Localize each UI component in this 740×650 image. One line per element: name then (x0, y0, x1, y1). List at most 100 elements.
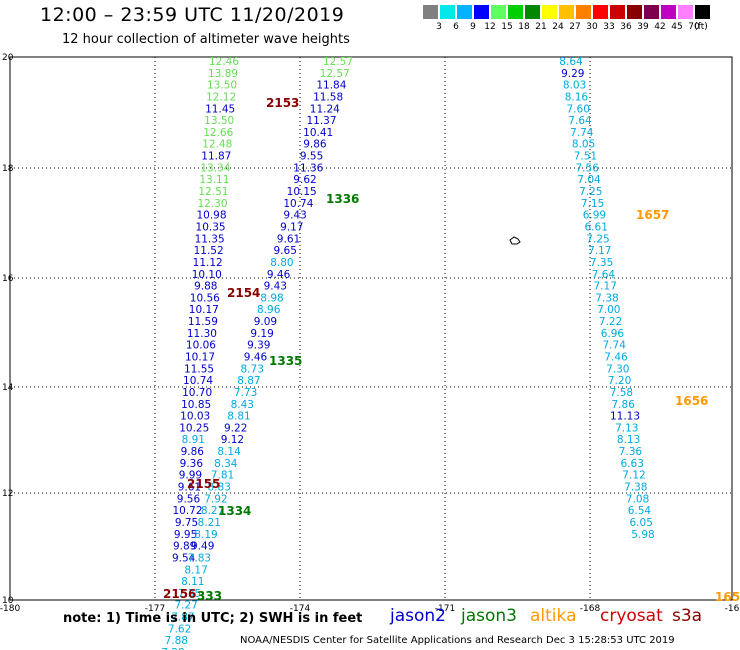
wave-height-value: 7.88 (165, 635, 188, 647)
wave-height-value: 10.72 (172, 505, 202, 517)
wave-height-value: 8.03 (563, 80, 586, 92)
wave-height-value: 8.80 (270, 257, 293, 269)
legend-swatch (610, 5, 625, 19)
wave-height-value: 9.55 (300, 151, 323, 163)
pass-time-label: 1657 (636, 208, 669, 222)
legend-swatch (440, 5, 455, 19)
wave-height-value: 8.64 (559, 56, 583, 68)
wave-height-value: 9.95 (174, 529, 197, 541)
wave-height-value: 10.17 (185, 352, 215, 364)
wave-height-value: 9.17 (280, 221, 303, 233)
wave-height-value: 11.36 (293, 162, 323, 174)
wave-height-value: 9.54 (172, 552, 196, 564)
lat-label: 18 (2, 164, 14, 174)
track-right: 8.649.298.038.167.607.647.748.057.517.56… (559, 56, 654, 541)
pass-time-label: 2155 (187, 477, 220, 491)
legend-unit: (ft) (694, 22, 708, 32)
map-title: 12:00 – 23:59 UTC 11/20/2019 (40, 4, 345, 26)
wave-height-value: 8.34 (214, 458, 238, 470)
wave-height-value: 9.09 (254, 316, 277, 328)
legend-swatch (644, 5, 659, 19)
island-shape (509, 236, 521, 245)
wave-height-value: 13.11 (199, 174, 229, 186)
wave-height-value: 7.27 (175, 600, 198, 612)
wave-height-value: 7.36 (619, 446, 643, 458)
wave-height-value: 12.46 (209, 56, 239, 68)
wave-height-value: 8.13 (617, 434, 640, 446)
legend-label: 21 (535, 22, 547, 32)
pass-time-label: 1656 (675, 394, 708, 408)
wave-height-value: 7.74 (603, 340, 627, 352)
wave-height-value: 7.92 (204, 493, 227, 505)
pass-time-label: 2154 (227, 286, 260, 300)
wave-height-value: 11.58 (313, 91, 343, 103)
wave-height-value: 8.91 (182, 434, 205, 446)
wave-height-value: 8.43 (231, 399, 254, 411)
wave-height-value: 9.75 (175, 517, 198, 529)
legend-label: 70 (688, 22, 700, 32)
wave-height-value: 11.37 (306, 115, 336, 127)
axis-labels: 20 18 16 14 12 10-180 -177 -174 -171 -168 -16 (0, 53, 740, 614)
wave-height-value: 10.35 (196, 221, 226, 233)
wave-height-value: 6.96 (601, 328, 625, 340)
legend-label: 45 (671, 22, 683, 32)
wave-height-value: 9.46 (267, 269, 291, 281)
wave-height-value: 8.96 (257, 304, 281, 316)
legend-swatch (491, 5, 506, 19)
wave-height-value: 11.30 (187, 328, 217, 340)
legend-swatch (508, 5, 523, 19)
altimeter-tracks: 12.4613.8913.5012.1211.4513.5012.6612.48… (161, 56, 654, 650)
wave-height-value: 9.99 (179, 470, 202, 482)
wave-height-value: 11.87 (201, 151, 231, 163)
wave-height-value: 10.06 (186, 340, 216, 352)
wave-height-value: 9.49 (191, 541, 214, 553)
wave-height-value: 12.30 (197, 198, 227, 210)
wave-height-value: 6.61 (585, 221, 608, 233)
wave-height-value: 7.87 (171, 612, 194, 624)
wave-height-value: 10.74 (183, 375, 213, 387)
wave-height-value: 8.27 (201, 505, 224, 517)
legend-label: 6 (453, 22, 459, 32)
wave-height-value: 7.73 (234, 387, 257, 399)
wave-height-value: 7.17 (594, 281, 617, 293)
legend-swatch (695, 5, 710, 19)
wave-height-value: 10.25 (179, 422, 209, 434)
legend-label: 15 (501, 22, 513, 32)
satellite-jason3: jason3 (461, 606, 517, 626)
wave-height-value: 9.39 (247, 340, 270, 352)
wave-height-value: 9.43 (283, 210, 306, 222)
lon-label: -180 (0, 604, 20, 614)
lon-label: -171 (435, 604, 455, 614)
wave-height-value: 9.12 (221, 434, 244, 446)
legend-swatch (559, 5, 574, 19)
wave-height-value: 7.00 (597, 304, 620, 316)
lat-label: 12 (2, 489, 13, 499)
wave-height-value: 6.63 (621, 458, 644, 470)
wave-height-value: 9.43 (264, 281, 287, 293)
wave-height-value: 8.11 (181, 576, 204, 588)
legend-label: 3 (436, 22, 442, 32)
pass-time-label: 2156 (163, 587, 196, 601)
wave-height-value: 7.64 (592, 269, 616, 281)
wave-height-value: 7.22 (599, 316, 622, 328)
legend-label: 12 (484, 22, 496, 32)
wave-height-value: 6.99 (583, 210, 606, 222)
wave-height-value: 11.13 (610, 411, 640, 423)
wave-height-value: 11.59 (188, 316, 218, 328)
wave-height-value: 12.48 (202, 139, 232, 151)
wave-height-value: 9.46 (244, 352, 268, 364)
pass-time-label: 1335 (269, 354, 302, 368)
footer-note: note: 1) Time is in UTC; 2) SWH is in fe… (63, 611, 363, 626)
legend-swatch (457, 5, 472, 19)
pass-time-label: 165 (715, 590, 740, 604)
wave-height-value: 13.89 (208, 68, 238, 80)
lat-label: 10 (2, 596, 14, 606)
wave-height-value: 8.16 (565, 91, 589, 103)
wave-height-value: 8.21 (198, 517, 221, 529)
legend-swatch (627, 5, 642, 19)
wave-height-value: 13.50 (204, 115, 234, 127)
wave-height-value: 9.88 (194, 281, 217, 293)
legend-label: 24 (552, 22, 564, 32)
wave-height-value: 7.58 (610, 387, 633, 399)
